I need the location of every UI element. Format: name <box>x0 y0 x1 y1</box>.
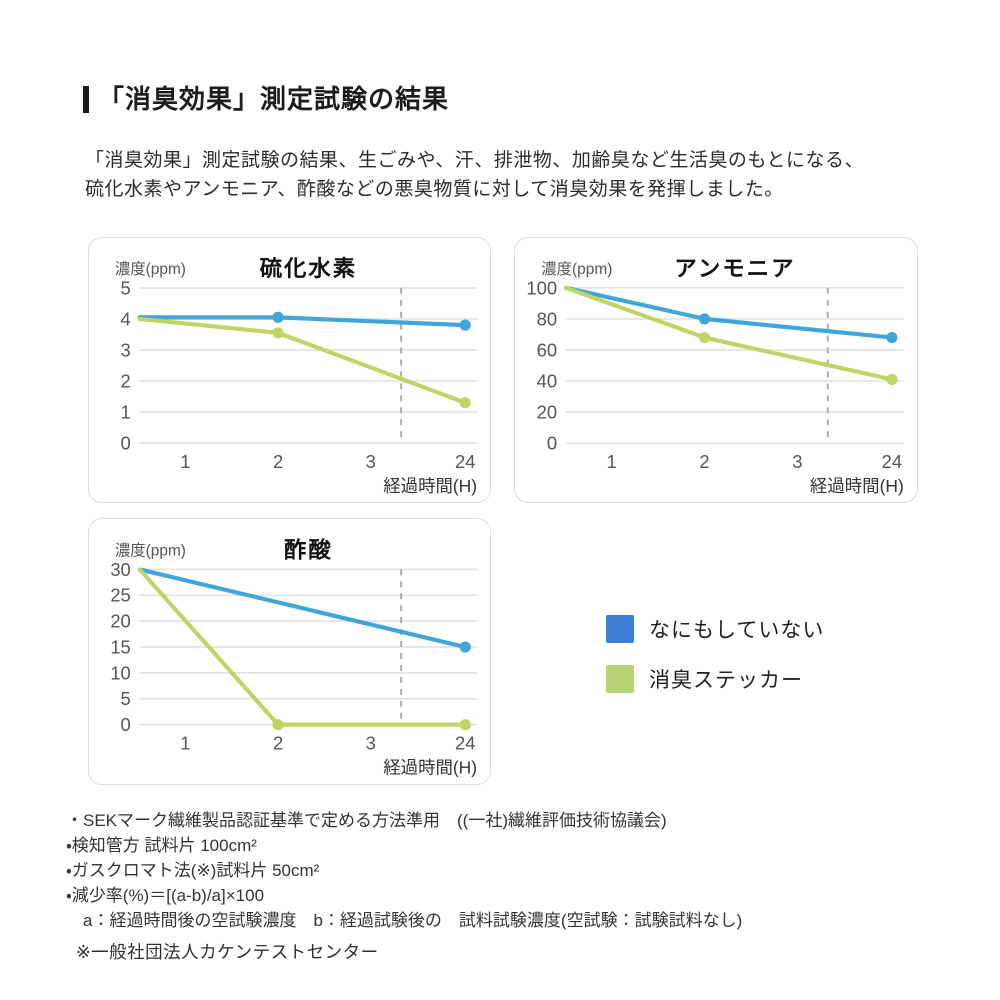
chart-title: 酢酸 <box>284 536 333 562</box>
x-tick-label: 2 <box>273 451 283 472</box>
chart-title: 硫化水素 <box>260 255 357 281</box>
footnotes: ・SEKマーク繊維製品認証基準で定める方法準用 ((一社)繊維評価技術協議会) … <box>66 808 742 933</box>
legend-label-deodorant-sticker: 消臭ステッカー <box>649 669 803 692</box>
y-tick-label: 25 <box>110 585 130 606</box>
series-line <box>137 567 468 650</box>
footnote-line: ・検知管方 試料片 100cm² <box>66 836 257 855</box>
x-tick-label: 24 <box>455 451 475 472</box>
x-tick-label: 2 <box>699 451 709 472</box>
data-point <box>272 719 284 731</box>
y-tick-label: 0 <box>121 714 131 735</box>
chart-unit-label: 濃度(ppm) <box>115 541 186 559</box>
footnote-line: ・SEKマーク繊維製品認証基準で定める方法準用 ((一社)繊維評価技術協議会) <box>66 811 667 830</box>
page-title: 「消臭効果」測定試験の結果 <box>98 84 450 114</box>
footnote-line: a：経過時間後の空試験濃度 b：経過試験後の 試料試験濃度(空試験：試験試料なし… <box>66 911 743 930</box>
chart-unit-label: 濃度(ppm) <box>115 260 186 278</box>
y-tick-label: 10 <box>110 662 130 683</box>
footnote-line: ・減少率(%)＝[(a-b)/a]×100 <box>66 886 265 905</box>
y-tick-label: 20 <box>537 402 558 423</box>
x-tick-label: 2 <box>273 733 283 754</box>
legend-label-untreated: なにもしていない <box>649 619 825 642</box>
data-point <box>272 311 284 323</box>
data-point <box>459 397 471 409</box>
series-line <box>137 316 468 405</box>
legend-swatch-blue <box>606 615 634 643</box>
x-tick-label: 3 <box>366 451 376 472</box>
chart-panel-acetic-acid: 0 5 10 15 20 25 30 1 2 3 24 濃度(ppm) 酢酸経過時間(H) <box>88 518 491 785</box>
data-point <box>459 641 471 653</box>
data-point <box>272 327 284 339</box>
x-tick-label: 24 <box>455 733 475 754</box>
y-tick-label: 1 <box>121 402 131 423</box>
data-point <box>698 331 711 344</box>
y-tick-label: 100 <box>526 277 557 298</box>
x-tick-label: 3 <box>792 451 802 472</box>
x-axis-label: 経過時間(H) <box>383 476 477 496</box>
title-accent-bar <box>83 86 89 113</box>
x-tick-label: 3 <box>366 733 376 754</box>
y-tick-label: 80 <box>537 308 558 329</box>
testing-center-note: ※一般社団法人カケンテストセンター <box>76 942 379 962</box>
page-header: 「消臭効果」測定試験の結果 <box>83 83 449 115</box>
y-tick-label: 0 <box>121 433 131 454</box>
chart-panel-ammonia: 0 20 40 60 80 100 1 2 3 24 濃度(ppm) アンモニア経過時間(H) <box>514 237 918 503</box>
y-tick-label: 5 <box>121 277 131 298</box>
x-axis-label: 経過時間(H) <box>810 476 904 496</box>
footnote-line: ・ガスクロマト法(※)試料片 50cm² <box>66 861 320 880</box>
chart-panel-hydrogen-sulfide: 0 1 2 3 4 5 1 2 3 24 濃度(ppm) 硫化水素経過時間(H) <box>88 237 491 503</box>
chart-title: アンモニア <box>674 256 795 281</box>
y-tick-label: 0 <box>547 433 557 454</box>
data-point <box>698 313 711 325</box>
y-tick-label: 30 <box>110 559 130 580</box>
data-point <box>459 719 471 731</box>
x-tick-label: 1 <box>607 451 617 472</box>
y-tick-label: 2 <box>121 371 131 392</box>
legend-item-deodorant-sticker: 消臭ステッカー <box>606 664 824 694</box>
data-point <box>459 319 471 331</box>
y-tick-label: 3 <box>121 339 131 360</box>
x-tick-label: 1 <box>180 451 190 472</box>
legend: なにもしていない 消臭ステッカー <box>606 614 824 694</box>
y-tick-label: 15 <box>110 636 130 657</box>
intro-line-2: 硫化水素やアンモニア、酢酸などの悪臭物質に対して消臭効果を発揮しました。 <box>85 179 784 200</box>
x-tick-label: 24 <box>882 451 903 472</box>
legend-swatch-green <box>606 665 634 693</box>
chart-unit-label: 濃度(ppm) <box>541 260 612 278</box>
intro-text: 「消臭効果」測定試験の結果、生ごみや、汗、排泄物、加齢臭など生活臭のもとになる、… <box>85 146 864 204</box>
data-point <box>886 373 898 386</box>
x-tick-label: 1 <box>180 733 190 754</box>
y-tick-label: 5 <box>121 688 131 709</box>
y-tick-label: 40 <box>537 371 558 392</box>
y-tick-label: 4 <box>121 308 131 329</box>
data-point <box>886 331 898 344</box>
series-line <box>563 285 895 340</box>
x-axis-label: 経過時間(H) <box>383 757 477 777</box>
y-tick-label: 60 <box>537 339 558 360</box>
y-tick-label: 20 <box>110 611 130 632</box>
legend-item-untreated: なにもしていない <box>606 614 824 644</box>
intro-line-1: 「消臭効果」測定試験の結果、生ごみや、汗、排泄物、加齢臭など生活臭のもとになる、 <box>85 150 865 171</box>
